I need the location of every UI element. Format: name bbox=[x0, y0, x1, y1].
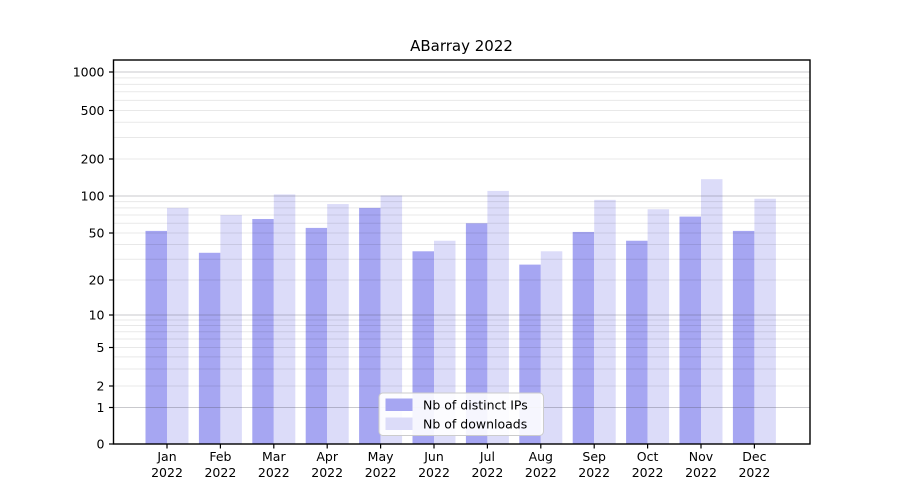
bar-ips-oct bbox=[626, 240, 648, 444]
x-tick-label-year: 2022 bbox=[471, 465, 503, 480]
bar-downloads-nov bbox=[701, 179, 723, 444]
y-tick-label: 100 bbox=[81, 188, 105, 203]
x-tick-label-year: 2022 bbox=[418, 465, 450, 480]
x-tick-label-year: 2022 bbox=[258, 465, 290, 480]
x-tick-label-month: Sep bbox=[582, 449, 606, 464]
bar-downloads-feb bbox=[220, 215, 242, 444]
x-tick-label-year: 2022 bbox=[578, 465, 610, 480]
x-tick-label-year: 2022 bbox=[204, 465, 236, 480]
bar-downloads-aug bbox=[540, 251, 563, 444]
bar-downloads-oct bbox=[647, 209, 670, 444]
legend: Nb of distinct IPs Nb of downloads bbox=[378, 392, 544, 436]
bar-ips-apr bbox=[305, 227, 328, 444]
bar-ips-mar bbox=[252, 218, 274, 444]
grid-layer bbox=[113, 71, 810, 409]
bar-ips-dec bbox=[732, 230, 755, 444]
legend-swatch-downloads bbox=[385, 417, 413, 430]
y-tick-label: 0 bbox=[97, 436, 105, 451]
y-tick-label: 50 bbox=[89, 225, 105, 240]
x-tick-label-month: Dec bbox=[742, 449, 766, 464]
bar-downloads-mar bbox=[273, 194, 296, 444]
bar-downloads-sep bbox=[594, 199, 616, 444]
y-tick-label: 10 bbox=[89, 307, 105, 322]
x-tick-label-month: Jul bbox=[479, 449, 495, 464]
y-tick-label: 2 bbox=[97, 378, 105, 393]
bar-ips-may bbox=[359, 207, 381, 444]
x-tick-label-year: 2022 bbox=[151, 465, 183, 480]
bar-downloads-jan bbox=[167, 207, 189, 444]
y-tick-label: 20 bbox=[89, 272, 105, 287]
legend-box bbox=[378, 392, 544, 436]
axes-layer: 01251020501002005001000Jan2022Feb2022Mar… bbox=[73, 59, 811, 480]
y-tick-label: 500 bbox=[81, 103, 105, 118]
chart-title: ABarray 2022 bbox=[410, 37, 513, 55]
bar-downloads-dec bbox=[754, 198, 776, 444]
x-tick-label-year: 2022 bbox=[685, 465, 717, 480]
bar-ips-jul bbox=[465, 223, 488, 444]
x-tick-label-month: Oct bbox=[637, 449, 659, 464]
x-tick-label-month: Jun bbox=[423, 449, 444, 464]
plot-border bbox=[112, 59, 811, 445]
x-tick-label-year: 2022 bbox=[525, 465, 557, 480]
x-tick-label-month: Mar bbox=[262, 449, 286, 464]
bar-downloads-jul bbox=[487, 190, 509, 444]
bar-ips-nov bbox=[679, 216, 701, 444]
x-tick-label-month: Aug bbox=[529, 449, 553, 464]
legend-swatch-ips bbox=[385, 398, 413, 411]
y-tick-label: 200 bbox=[81, 151, 105, 166]
legend-label-downloads: Nb of downloads bbox=[423, 417, 527, 432]
legend-label-ips: Nb of distinct IPs bbox=[423, 398, 528, 413]
bar-ips-feb bbox=[198, 252, 221, 444]
bar-downloads-may bbox=[380, 195, 403, 444]
bar-ips-sep bbox=[572, 231, 595, 444]
bar-ips-jan bbox=[145, 230, 167, 444]
x-tick-label-month: Feb bbox=[209, 449, 231, 464]
x-tick-label-year: 2022 bbox=[365, 465, 397, 480]
x-tick-label-year: 2022 bbox=[311, 465, 343, 480]
x-tick-label-month: Jan bbox=[156, 449, 176, 464]
x-tick-label-month: Apr bbox=[316, 449, 338, 464]
bar-downloads-apr bbox=[327, 204, 349, 444]
x-tick-label-year: 2022 bbox=[632, 465, 664, 480]
y-tick-label: 1 bbox=[97, 400, 105, 415]
y-tick-label: 5 bbox=[97, 340, 105, 355]
x-tick-label-month: May bbox=[368, 449, 394, 464]
x-tick-label-year: 2022 bbox=[738, 465, 770, 480]
y-tick-label: 1000 bbox=[73, 64, 105, 79]
x-tick-label-month: Nov bbox=[689, 449, 714, 464]
